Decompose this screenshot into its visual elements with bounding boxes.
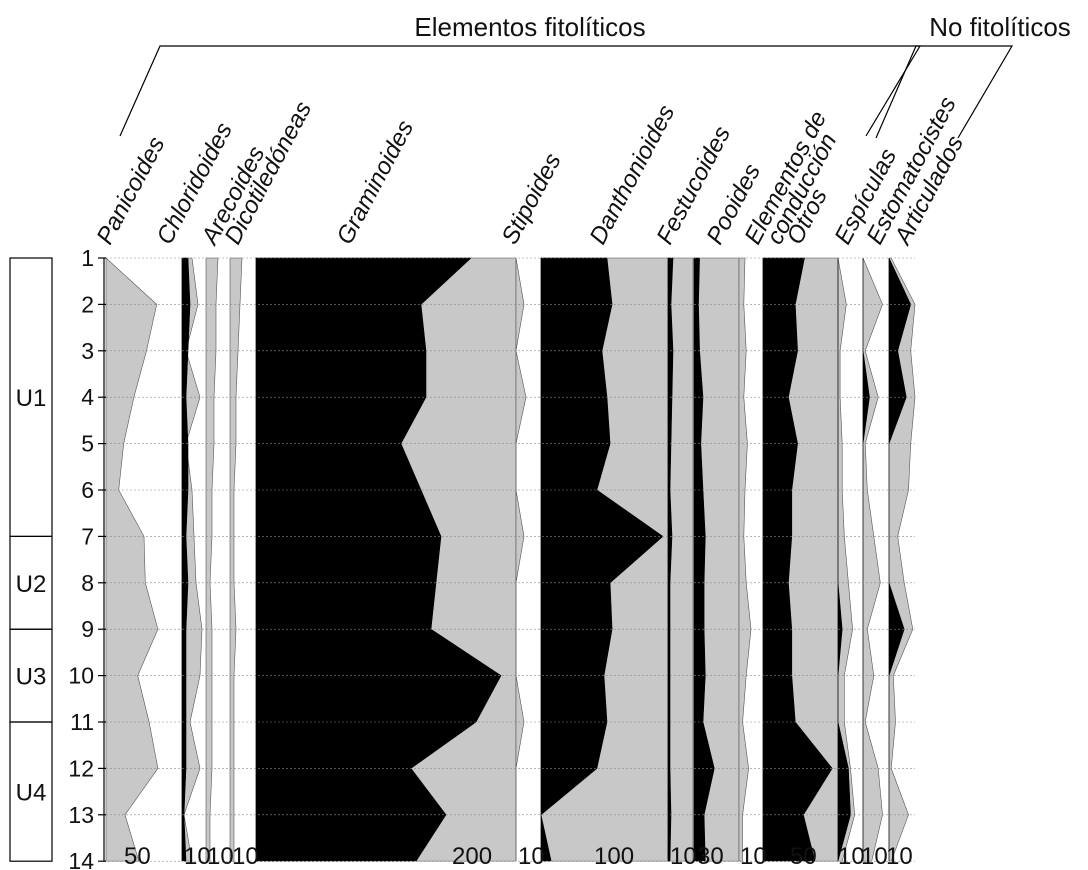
panel-elementos-de-conduccion (738, 257, 752, 862)
sample-label-3: 3 (81, 338, 94, 364)
header-graminoides: Graminoides (331, 116, 419, 249)
area-inner-articulados (888, 257, 912, 862)
panel-festucoides (667, 257, 694, 862)
unit-zones: U1 U2 U3 U4 (9, 257, 53, 862)
area-total-festucoides (667, 257, 694, 862)
zone-box-u4 (9, 721, 53, 862)
scale-label-danthonioides: 100 (594, 843, 634, 870)
panel-pooides (693, 257, 740, 862)
scale-label-otros: 50 (790, 843, 817, 870)
area-total-elementos-de-conduccion (738, 257, 752, 862)
area-total-stipoides (515, 257, 527, 862)
panel-graminoides (255, 257, 517, 862)
group-title-no-fitoliticos: No fitolíticos (929, 12, 1071, 42)
scale-label-articulados: 10 (886, 843, 913, 870)
panel-otros (762, 257, 839, 862)
zone-label-u4: U4 (16, 780, 47, 807)
sample-gridlines (106, 257, 915, 862)
panel-espiculas (837, 257, 856, 862)
panel-chloridoides (181, 257, 203, 862)
bracket-elementos-fitoliticos (119, 45, 922, 137)
scale-label-elementos-de-conduccion: 10 (740, 843, 767, 870)
scale-label-stipoides: 10 (518, 843, 545, 870)
group-titles: Elementos fitolíticos No fitolíticos (414, 12, 1070, 42)
area-total-estomatocistes (862, 257, 883, 862)
taxon-headers: PanicoidesChloridoidesArecoidesDicotiled… (91, 92, 969, 250)
scale-label-dicotiledoneas: 10 (232, 843, 259, 870)
scale-label-estomatocistes: 10 (861, 843, 888, 870)
zone-label-u1: U1 (16, 385, 47, 412)
scale-label-panicoides: 50 (124, 843, 151, 870)
panel-panicoides (105, 257, 159, 862)
bracket-no-fitoliticos (875, 45, 1014, 139)
panel-estomatocistes (862, 257, 883, 862)
sample-label-2: 2 (81, 291, 94, 317)
group-title-elementos-fitoliticos: Elementos fitolíticos (414, 12, 645, 42)
scale-label-pooides: 30 (697, 843, 724, 870)
scale-label-espiculas: 10 (838, 843, 865, 870)
zone-label-u2: U2 (16, 571, 47, 598)
scale-label-chloridoides: 10 (184, 843, 211, 870)
area-total-dicotiledoneas (229, 257, 243, 862)
sample-label-14: 14 (68, 848, 94, 870)
area-inner-otros (762, 257, 833, 862)
scale-label-graminoides: 200 (452, 843, 492, 870)
sample-label-7: 7 (81, 523, 94, 549)
panel-danthonioides (540, 257, 669, 862)
sample-label-4: 4 (81, 384, 94, 410)
sample-label-1: 1 (81, 245, 94, 271)
sample-label-10: 10 (68, 663, 94, 689)
panel-articulados (888, 257, 916, 862)
panel-dicotiledoneas (229, 257, 243, 862)
area-total-panicoides (105, 257, 159, 862)
taxon-panels (105, 257, 916, 862)
sample-label-13: 13 (68, 802, 94, 828)
area-total-arecoides (205, 257, 219, 862)
sample-label-11: 11 (70, 709, 94, 735)
sample-label-6: 6 (81, 477, 94, 503)
header-stipoides: Stipoides (496, 149, 566, 249)
sample-label-8: 8 (81, 570, 94, 596)
scale-label-arecoides: 10 (207, 843, 234, 870)
zone-label-u3: U3 (16, 664, 47, 691)
area-inner-pooides (693, 257, 715, 862)
sample-label-12: 12 (68, 755, 94, 781)
sample-label-5: 5 (81, 431, 94, 457)
scale-label-festucoides: 10 (670, 843, 697, 870)
area-total-espiculas (837, 257, 856, 862)
panel-stipoides (515, 257, 527, 862)
sample-label-9: 9 (81, 616, 94, 642)
panel-arecoides (205, 257, 219, 862)
group-brackets (119, 45, 1014, 139)
